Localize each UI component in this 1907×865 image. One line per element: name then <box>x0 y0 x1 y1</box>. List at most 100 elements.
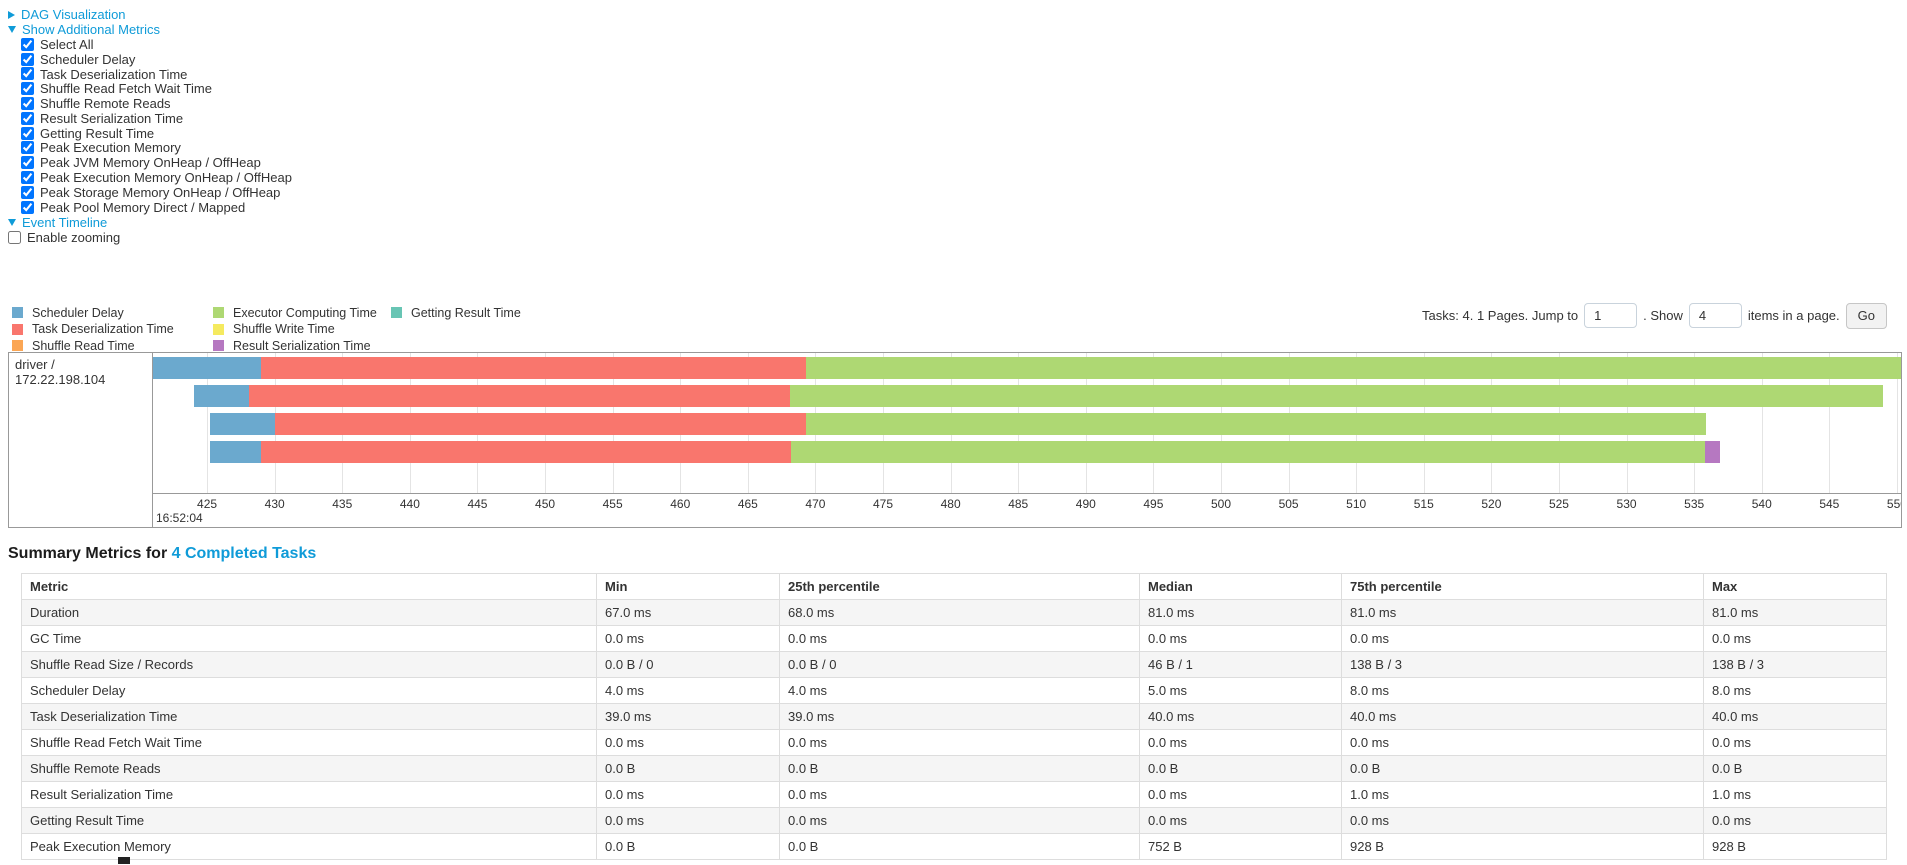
axis-tick-label: 490 <box>1075 496 1096 511</box>
metric-checkbox-row[interactable]: Task Deserialization Time <box>21 67 1907 82</box>
task-bar-segment-scheduler-delay[interactable] <box>153 356 262 379</box>
legend-label: Result Serialization Time <box>233 338 371 353</box>
metric-checkbox-row[interactable]: Peak Storage Memory OnHeap / OffHeap <box>21 185 1907 200</box>
legend-swatch-executor-computing <box>213 307 224 319</box>
enable-zooming-checkbox[interactable] <box>8 230 21 244</box>
dag-visualization-link[interactable]: DAG Visualization <box>21 7 126 22</box>
task-bar-segment-scheduler-delay[interactable] <box>193 384 249 407</box>
metric-checkbox-row[interactable]: Peak Execution Memory OnHeap / OffHeap <box>21 170 1907 185</box>
go-button[interactable]: Go <box>1845 302 1887 329</box>
metric-checkbox[interactable] <box>21 52 34 66</box>
axis-tick-label: 450 <box>535 496 556 511</box>
metric-checkbox[interactable] <box>21 67 34 81</box>
event-timeline-chart: driver / 172.22.198.104 425 430 435 440 445 4… <box>8 351 1902 528</box>
table-cell: 40.0 ms <box>1341 702 1704 730</box>
dag-visualization-toggle[interactable]: DAG Visualization <box>8 7 1907 22</box>
column-header: Median <box>1139 572 1342 600</box>
table-cell: 40.0 ms <box>1139 702 1342 730</box>
axis-tick-label: 440 <box>399 496 420 511</box>
metric-checkbox-row[interactable]: Shuffle Read Fetch Wait Time <box>21 81 1907 96</box>
jump-to-page-input[interactable] <box>1584 303 1638 329</box>
table-row: Getting Result Time 0.0 ms 0.0 ms 0.0 ms 0.0… <box>21 806 1887 834</box>
table-cell: 0.0 ms <box>1703 728 1887 756</box>
metric-checkbox-label: Peak Execution Memory OnHeap / OffHeap <box>40 170 292 186</box>
legend-item: Task Deserialization Time <box>12 322 213 336</box>
table-row: GC Time 0.0 ms 0.0 ms 0.0 ms 0.0 ms 0.0 ms <box>21 624 1887 652</box>
task-bar-segment-executor-computing[interactable] <box>789 384 1884 407</box>
column-header: Metric <box>21 572 597 600</box>
gridline <box>1761 352 1763 493</box>
metric-checkbox[interactable] <box>21 141 34 155</box>
table-cell: 81.0 ms <box>1139 598 1342 626</box>
metric-checkbox[interactable] <box>21 111 34 125</box>
table-cell: Result Serialization Time <box>21 780 597 808</box>
table-cell: 138 B / 3 <box>1341 650 1704 678</box>
table-row: Shuffle Remote Reads 0.0 B 0.0 B 0.0 B 0.0 B… <box>21 754 1887 782</box>
task-bar-segment-task-deserialization[interactable] <box>261 356 806 379</box>
task-bar-segment-task-deserialization[interactable] <box>274 412 806 435</box>
legend-swatch-shuffle-write <box>213 323 224 335</box>
metric-checkbox-row[interactable]: Result Serialization Time <box>21 111 1907 126</box>
enable-zooming-row[interactable]: Enable zooming <box>8 230 1907 245</box>
task-bar-segment-scheduler-delay[interactable] <box>209 412 275 435</box>
metric-checkbox-row[interactable]: Peak Execution Memory <box>21 140 1907 155</box>
metric-checkbox[interactable] <box>21 171 34 185</box>
metric-checkbox-label: Getting Result Time <box>40 125 155 141</box>
task-bar-segment-result-serialization[interactable] <box>1704 440 1720 463</box>
event-timeline-toggle[interactable]: Event Timeline <box>8 215 1907 230</box>
table-cell: 0.0 ms <box>779 780 1140 808</box>
table-cell: 0.0 ms <box>596 806 780 834</box>
metric-checkbox-row[interactable]: Peak JVM Memory OnHeap / OffHeap <box>21 155 1907 170</box>
axis-start-time-label: 16:52:04 <box>156 510 203 525</box>
completed-tasks-link: 4 Completed Tasks <box>171 544 317 562</box>
metric-checkbox[interactable] <box>21 185 34 199</box>
table-cell: 0.0 B / 0 <box>596 650 780 678</box>
metric-checkbox-row[interactable]: Select All <box>21 37 1907 52</box>
metric-checkbox-row[interactable]: Getting Result Time <box>21 126 1907 141</box>
task-bar-segment-scheduler-delay[interactable] <box>209 440 262 463</box>
metric-checkbox[interactable] <box>21 156 34 170</box>
axis-tick-label: 445 <box>467 496 488 511</box>
axis-tick-label: 535 <box>1684 496 1705 511</box>
pagination-suffix-text: items in a page. <box>1747 308 1840 324</box>
metric-checkbox-row[interactable]: Shuffle Remote Reads <box>21 96 1907 111</box>
gridline <box>1896 352 1898 493</box>
event-timeline-link[interactable]: Event Timeline <box>22 214 108 230</box>
table-cell: 4.0 ms <box>779 676 1140 704</box>
table-cell: 8.0 ms <box>1703 676 1887 704</box>
metric-checkbox[interactable] <box>21 126 34 140</box>
timeline-plot <box>153 352 1901 493</box>
metric-checkbox[interactable] <box>21 97 34 111</box>
show-additional-metrics-link[interactable]: Show Additional Metrics <box>22 22 161 37</box>
metric-checkbox[interactable] <box>21 37 34 51</box>
legend-label: Scheduler Delay <box>32 305 124 320</box>
table-cell: 0.0 B <box>596 754 780 782</box>
task-bar-segment-executor-computing[interactable] <box>805 356 1901 379</box>
table-cell: 81.0 ms <box>1341 598 1704 626</box>
legend-label: Task Deserialization Time <box>32 322 174 337</box>
metric-checkbox-label: Peak JVM Memory OnHeap / OffHeap <box>40 155 261 171</box>
show-additional-metrics-toggle[interactable]: Show Additional Metrics <box>8 22 1907 37</box>
metric-checkbox-row[interactable]: Scheduler Delay <box>21 52 1907 67</box>
task-bar-segment-executor-computing[interactable] <box>805 412 1707 435</box>
collapse-arrow-down-icon <box>8 218 16 226</box>
metric-checkbox[interactable] <box>21 200 34 214</box>
table-cell: 0.0 ms <box>779 624 1140 652</box>
table-cell: 46 B / 1 <box>1139 650 1342 678</box>
task-pagination: Tasks: 4. 1 Pages. Jump to . Show items … <box>1422 302 1887 329</box>
axis-tick-label: 540 <box>1751 496 1772 511</box>
table-cell: 752 B <box>1139 832 1342 860</box>
task-bar-segment-task-deserialization[interactable] <box>248 384 790 407</box>
items-per-page-input[interactable] <box>1688 303 1742 329</box>
timeline-x-axis: 425 430 435 440 445 450 455 460 465 470 475 480 485 4… <box>153 492 1901 527</box>
legend-swatch-getting-result <box>391 307 402 319</box>
table-cell: Shuffle Remote Reads <box>21 754 597 782</box>
metric-checkbox[interactable] <box>21 82 34 96</box>
metric-checkbox-row[interactable]: Peak Pool Memory Direct / Mapped <box>21 200 1907 215</box>
task-bar-segment-task-deserialization[interactable] <box>261 440 792 463</box>
legend-item: Scheduler Delay <box>12 306 213 320</box>
table-cell: 8.0 ms <box>1341 676 1704 704</box>
table-cell: 138 B / 3 <box>1703 650 1887 678</box>
task-bar-segment-executor-computing[interactable] <box>791 440 1705 463</box>
table-cell: 1.0 ms <box>1703 780 1887 808</box>
